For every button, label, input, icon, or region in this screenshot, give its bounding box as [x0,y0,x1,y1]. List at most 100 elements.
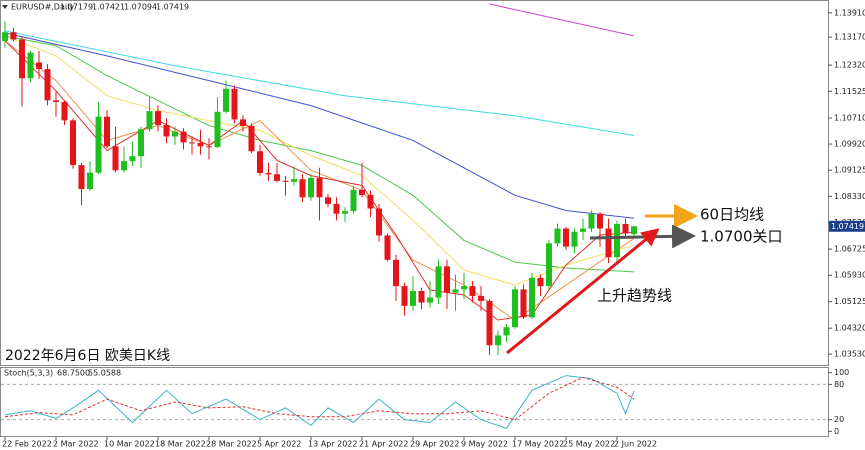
price-box [829,220,865,232]
annotation: 60日均线 [700,206,764,224]
chart-footer: 2022年6月6日 欧美日K线 [5,348,170,364]
candle-body [384,235,391,260]
y-tick-label: 1.03530 [834,350,865,359]
candle-body [605,228,612,258]
candle-body [138,129,144,157]
candle-body [189,142,195,144]
candle-body [257,151,263,173]
candle-body [367,195,374,209]
candle-body [495,335,501,346]
candle-body [520,289,527,318]
annotation: 上升趋势线 [597,287,672,305]
y-tick-label: 0 [834,427,839,436]
candle-body [36,62,42,70]
candle-body [325,197,331,204]
candle-body [282,180,289,182]
candle-body [95,116,102,173]
indicator-line [4,375,635,429]
candle-body [435,266,442,298]
candle-body [359,189,365,196]
indicator-line [4,30,635,136]
candle-body [376,208,382,236]
y-tick-label: 1.05930 [834,271,865,280]
candle-body [19,39,25,79]
candle-body [350,189,357,212]
y-tick-label: 1.09125 [834,166,865,175]
candle-body [206,146,212,148]
candle-body [452,289,459,293]
candle-body [104,116,110,147]
indicator-line [4,35,635,273]
candle-body [44,69,51,101]
y-tick-label: 1.13910 [834,8,865,17]
ohlc-close: 1.07419 [156,3,189,12]
ohlc-open: 1.07179 [60,3,93,12]
candle-body [265,172,272,175]
candle-body [223,88,229,112]
indicator-line [4,32,635,219]
y-tick-label: 1.09920 [834,140,865,149]
y-tick-label: 80 [834,380,844,389]
y-tick-label: 1.10710 [834,114,865,123]
candle-body [393,259,399,287]
candle-body [240,119,246,126]
candle-body [554,228,561,244]
candle-body [427,297,433,303]
candle-body [2,32,8,42]
candle-body [10,32,17,40]
x-tick-label: 18 Mar 2022 [155,440,206,449]
candle-body [146,111,153,130]
candle-body [53,100,59,102]
candle-body [410,291,416,306]
candle-body [588,213,595,229]
candle-body [342,211,348,214]
candle-body [112,146,119,171]
candle-body [333,203,340,214]
candle-body [231,88,238,120]
candle-body [631,226,637,235]
x-tick-label: 2 Jun 2022 [614,440,657,449]
candle-body [308,177,314,198]
candle-body [418,291,425,303]
candle-body [401,286,408,306]
menu-icon [2,5,8,9]
y-tick-label: 1.11525 [834,87,865,96]
y-tick-label: 1.06725 [834,245,865,254]
y-tick-label: 1.12320 [834,61,865,70]
x-tick-label: 17 May 2022 [512,440,564,449]
trend-line [506,228,660,355]
candle-body [155,111,161,125]
annotation: 1.0700关口 [700,228,783,246]
candle-body [248,125,255,152]
candle-body [180,131,187,143]
x-tick-label: 25 May 2022 [563,440,615,449]
x-tick-label: 29 Apr 2022 [410,440,459,449]
y-tick-label: 20 [834,415,844,424]
x-tick-label: 22 Feb 2022 [2,440,52,449]
candle-body [299,179,306,198]
candle-body [129,156,136,162]
x-tick-label: 28 Mar 2022 [206,440,257,449]
candle-body [537,277,544,287]
candle-body [197,143,204,147]
candle-body [163,124,170,137]
candle-body [444,266,450,293]
candle-body [614,223,620,258]
ohlc-high: 1.07421 [92,3,125,12]
indicator-line [4,376,635,421]
candle-body [461,286,467,290]
candle-body [512,289,518,328]
y-tick-label: 1.05125 [834,297,865,306]
candle-body [563,228,569,247]
indicator-line [489,3,635,37]
candle-body [503,327,510,336]
x-tick-label: 2 Mar 2022 [53,440,99,449]
ohlc-low: 1.07094 [124,3,157,12]
candle-body [61,101,68,121]
candle-body [70,120,76,166]
candle-body [172,131,178,137]
y-tick-label: 1.08330 [834,192,865,201]
indicator-line [4,35,635,286]
x-tick-label: 9 May 2022 [461,440,508,449]
